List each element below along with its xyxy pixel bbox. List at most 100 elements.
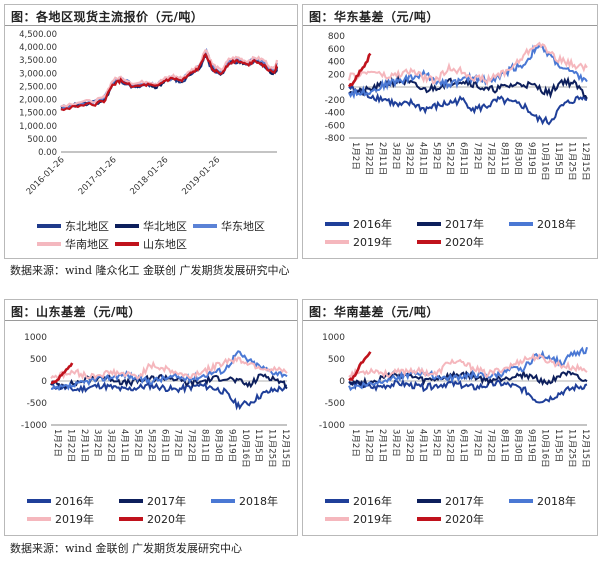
y-tick-label: 3,500.00 <box>19 56 57 66</box>
x-tick-label: 2017-01-26 <box>77 155 119 197</box>
x-tick-label: 1月22日 <box>65 429 75 462</box>
x-tick-label: 2月11日 <box>377 429 387 462</box>
x-tick-label: 8月30日 <box>512 142 522 175</box>
x-tick-label: 6月11日 <box>458 429 468 462</box>
y-tick-label: 1,500.00 <box>19 109 57 119</box>
x-tick-label: 2月11日 <box>377 142 387 175</box>
series-line-1 <box>348 83 588 126</box>
x-tick-label: 3月2日 <box>391 142 401 170</box>
source-note-top: 数据来源：wind 隆众化工 金联创 广发期货发展研究中心 <box>10 264 290 277</box>
x-tick-label: 8月11日 <box>499 429 509 462</box>
series-line-1 <box>50 381 287 411</box>
series-line-5 <box>347 52 372 88</box>
x-tick-label: 10月16日 <box>240 429 250 468</box>
y-tick-label: 4,000.00 <box>19 43 57 53</box>
x-tick-label: 6月11日 <box>458 142 468 175</box>
legend-label: 2016年 <box>353 494 392 508</box>
y-tick-label: -500 <box>325 399 346 409</box>
legend-label: 2018年 <box>239 494 278 508</box>
chart-title: 图：山东基差（元/吨） <box>11 305 141 319</box>
y-tick-label: -200 <box>325 96 346 106</box>
series-line-4 <box>60 49 279 108</box>
x-tick-label: 4月11日 <box>119 429 129 462</box>
y-tick-label: 500.00 <box>27 135 57 145</box>
title-divider <box>5 320 297 321</box>
source-note-bottom: 数据来源：wind 金联创 广发期货发展研究中心 <box>10 542 243 555</box>
x-tick-label: 10月16日 <box>539 429 549 468</box>
chart-panel-basis-south: 图：华南基差（元/吨） -1000 -500 0 500 1000 1月2日 1月22日 2月… <box>302 299 598 536</box>
legend-label: 2020年 <box>445 512 484 526</box>
y-tick-label: 3,000.00 <box>19 69 57 79</box>
y-tick-label: 0 <box>41 377 47 387</box>
y-tick-label: -1000 <box>21 421 47 431</box>
x-tick-label: 2019-01-26 <box>180 155 222 197</box>
x-tick-label: 3月22日 <box>404 142 414 175</box>
x-tick-label: 12月15日 <box>580 142 590 181</box>
chart-title: 图：华东基差（元/吨） <box>309 10 439 24</box>
x-tick-label: 3月22日 <box>404 429 414 462</box>
legend-label: 2018年 <box>537 217 576 231</box>
y-tick-label: 2,000.00 <box>19 96 57 106</box>
legend-label: 山东地区 <box>143 238 187 251</box>
y-tick-label: -500 <box>27 399 48 409</box>
x-tick-label: 6月11日 <box>159 429 169 462</box>
x-tick-label: 4月11日 <box>418 429 428 462</box>
x-tick-label: 12月15日 <box>280 429 290 468</box>
y-tick-label: 1000 <box>322 333 345 343</box>
legend-label: 2016年 <box>55 494 94 508</box>
legend-label: 华南地区 <box>65 237 109 251</box>
legend-label: 2019年 <box>55 512 94 526</box>
x-tick-label: 5月22日 <box>445 142 455 175</box>
x-tick-label: 12月15日 <box>580 429 590 468</box>
x-tick-label: 1月2日 <box>52 429 62 457</box>
x-tick-label: 7月2日 <box>173 429 183 457</box>
legend-label: 2017年 <box>445 217 484 231</box>
x-tick-label: 11月25日 <box>566 142 576 181</box>
x-tick-label: 1月2日 <box>350 142 360 170</box>
x-tick-label: 7月2日 <box>472 429 482 457</box>
x-tick-label: 1月2日 <box>350 429 360 457</box>
series-line-3 <box>51 350 288 392</box>
x-tick-label: 7月22日 <box>485 142 495 175</box>
legend-label: 东北地区 <box>65 220 109 233</box>
x-tick-label: 5月2日 <box>431 142 441 170</box>
x-tick-label: 11月25日 <box>566 429 576 468</box>
x-tick-label: 8月11日 <box>499 142 509 175</box>
chart-panel-basis-east: 图：华东基差（元/吨） -800 -600 -400 -200 0 200 400 600 80… <box>302 4 598 259</box>
legend-label: 2019年 <box>353 235 392 249</box>
x-tick-label: 8月30日 <box>213 429 223 462</box>
chart-title: 图：各地区现货主流报价（元/吨） <box>11 10 204 24</box>
x-tick-label: 9月19日 <box>226 429 236 462</box>
x-tick-label: 9月19日 <box>526 429 536 462</box>
y-tick-label: -800 <box>325 134 346 144</box>
x-tick-label: 7月2日 <box>472 142 482 170</box>
x-tick-label: 2018-01-26 <box>128 155 170 197</box>
x-tick-label: 11月5日 <box>553 429 563 462</box>
series-line-4 <box>348 352 588 379</box>
x-tick-label: 9月19日 <box>526 142 536 175</box>
basis-south-chart: -1000 -500 0 500 1000 1月2日 1月22日 2月11日 3月2日 3月22日… <box>319 333 590 526</box>
legend-label: 2020年 <box>445 235 484 249</box>
x-tick-label: 8月11日 <box>200 429 210 462</box>
x-tick-label: 3月2日 <box>391 429 401 457</box>
basis-east-chart: -800 -600 -400 -200 0 200 400 600 800 1月2日 1月22日 2月… <box>325 32 590 249</box>
series-line-5 <box>60 52 279 112</box>
x-tick-label: 7月22日 <box>485 429 495 462</box>
series-line-5 <box>348 351 372 382</box>
y-tick-label: -400 <box>325 109 346 119</box>
legend-label: 2016年 <box>353 217 392 231</box>
x-tick-label: 2月11日 <box>79 429 89 462</box>
x-tick-label: 5月22日 <box>146 429 156 462</box>
legend-label: 2020年 <box>147 512 186 526</box>
y-tick-label: 500 <box>328 355 345 365</box>
y-tick-label: 2,500.00 <box>19 82 57 92</box>
legend-label: 2018年 <box>537 494 576 508</box>
legend-label: 华东地区 <box>221 219 265 233</box>
x-tick-label: 1月22日 <box>364 142 374 175</box>
x-tick-label: 11月5日 <box>553 142 563 175</box>
x-tick-label: 3月2日 <box>92 429 102 457</box>
series-line-3 <box>348 44 588 100</box>
x-tick-label: 8月30日 <box>512 429 522 462</box>
y-tick-label: 200 <box>328 70 345 80</box>
y-tick-label: 4,500.00 <box>19 30 57 40</box>
